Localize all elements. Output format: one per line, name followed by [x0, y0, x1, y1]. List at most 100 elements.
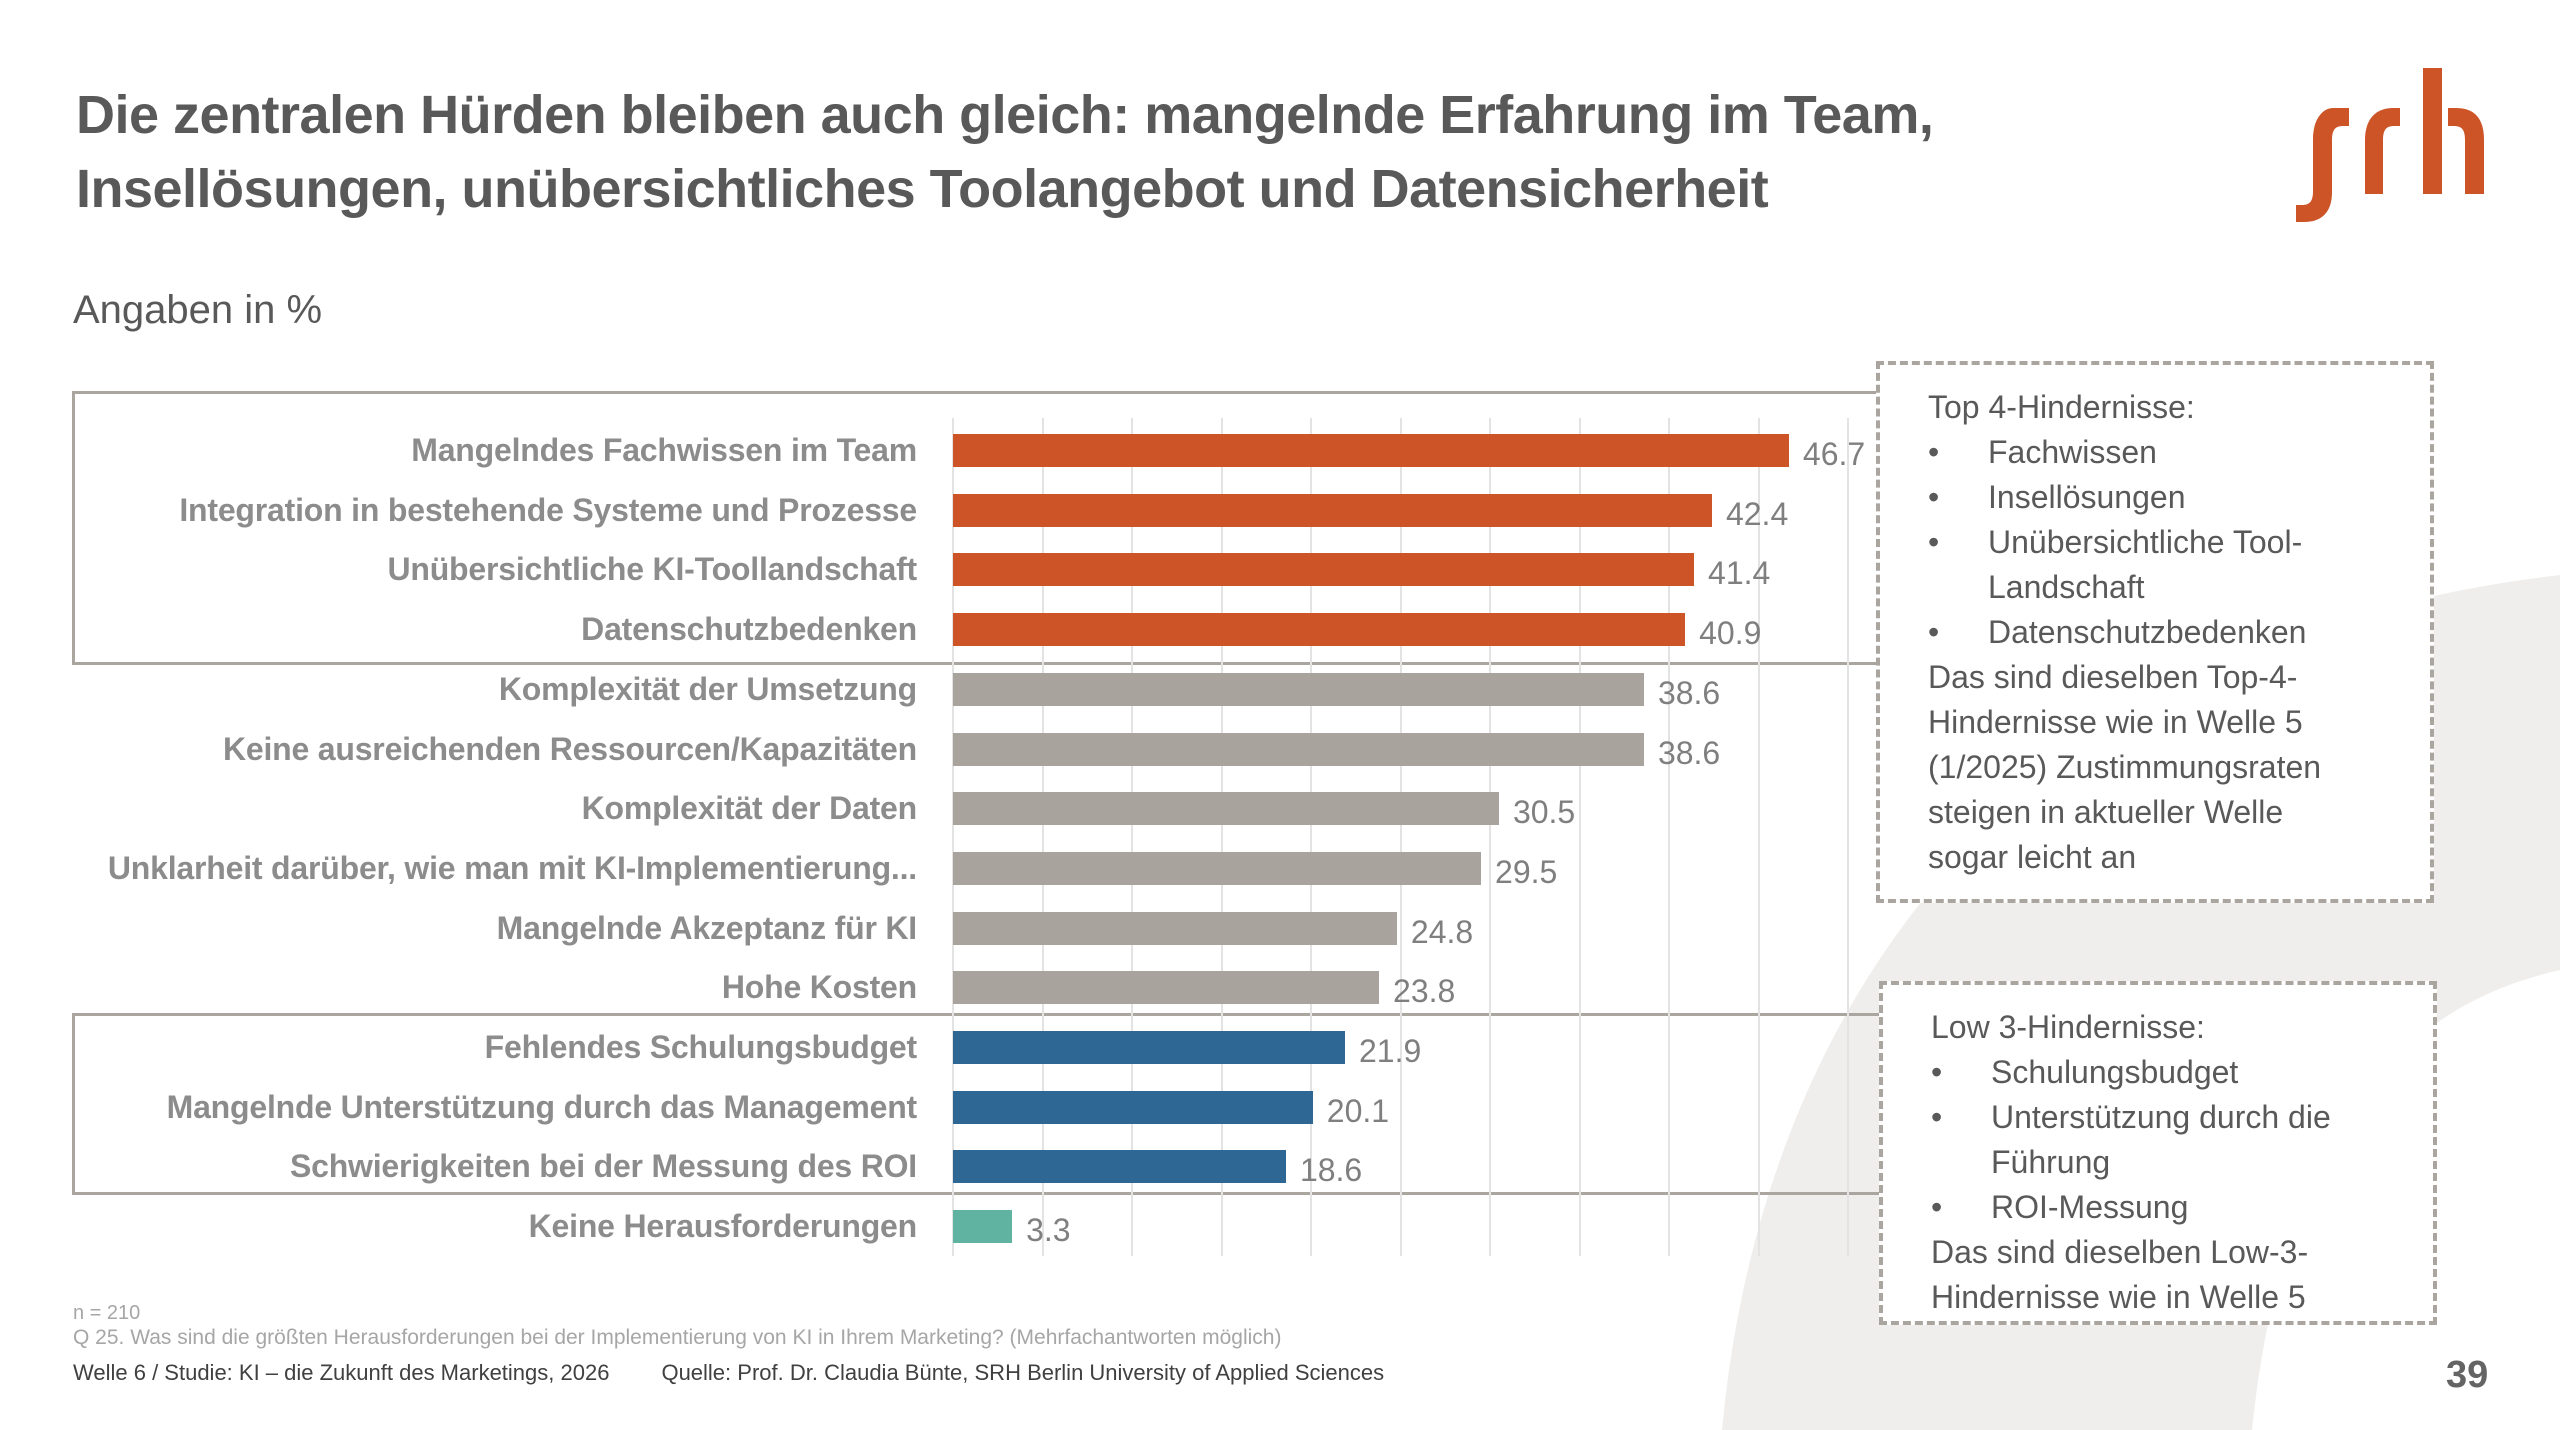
survey-question: Q 25. Was sind die größten Herausforderu…: [73, 1326, 1282, 1349]
bar: [953, 493, 1712, 527]
unit-subtitle: Angaben in %: [73, 288, 323, 332]
value-label: 38.6: [1657, 734, 1721, 771]
category-label: Komplexität der Umsetzung: [498, 670, 917, 707]
note-bullet-item: • Schulungsbudget: [1931, 1050, 2433, 1095]
bar: [953, 911, 1397, 945]
category-label: Mangelnde Unterstützung durch das Manage…: [166, 1088, 918, 1125]
bar: [953, 732, 1644, 766]
category-label: Integration in bestehende Systeme und Pr…: [179, 491, 917, 528]
bar: [953, 1150, 1286, 1184]
note-heading: Low 3-Hindernisse:: [1931, 1009, 2205, 1045]
study-label: Welle 6 / Studie: KI – die Zukunft des M…: [73, 1360, 610, 1385]
category-label: Keine ausreichenden Ressourcen/Kapazität…: [222, 730, 917, 767]
value-label: 29.5: [1495, 853, 1558, 890]
note-text-line: Hindernisse wie in Welle 5: [1931, 1279, 2306, 1315]
note-bullet-item: • Unübersichtliche Tool-: [1928, 520, 2430, 565]
category-label: Datenschutzbedenken: [581, 611, 917, 648]
bullet-text: Landschaft: [1988, 569, 2145, 605]
bar: [953, 1090, 1313, 1124]
bar: [953, 672, 1644, 706]
bar: [953, 1031, 1345, 1064]
category-label: Komplexität der Daten: [581, 790, 918, 827]
bullet-text: Schulungsbudget: [1991, 1054, 2239, 1090]
note-text-line: steigen in aktueller Welle: [1928, 794, 2284, 830]
gridline: [952, 418, 954, 1256]
gridline: [1310, 418, 1312, 1256]
logo-letter-s: [2296, 108, 2349, 222]
bar: [953, 971, 1380, 1005]
gridline: [1489, 418, 1491, 1256]
value-label: 38.6: [1657, 674, 1721, 711]
bullet-icon: •: [1931, 1054, 1943, 1090]
note-bullet-item: • Insellösungen: [1928, 475, 2430, 520]
note-bullet-item: • Fachwissen: [1928, 430, 2430, 475]
value-label: 40.9: [1699, 615, 1762, 652]
bullet-text: ROI-Messung: [1991, 1189, 2189, 1225]
note-bullet-item: Landschaft: [1928, 565, 2430, 610]
bullet-icon: •: [1928, 614, 1940, 650]
gridline: [1399, 418, 1402, 1256]
bullet-icon: •: [1928, 434, 1940, 470]
gridline: [1578, 418, 1581, 1256]
logo-letter-r: [2365, 108, 2400, 194]
gridline: [1131, 418, 1133, 1256]
bullet-icon: •: [1931, 1189, 1943, 1225]
footer-source: Welle 6 / Studie: KI – die Zukunft des M…: [73, 1360, 1436, 1386]
bar: [953, 613, 1686, 647]
bar: [953, 792, 1499, 826]
top-hindrances-note: Top 4-Hindernisse: • Fachwissen • Insellösun…: [1876, 361, 2434, 903]
category-label: Hohe Kosten: [721, 969, 917, 1006]
bullet-text: Unübersichtliche Tool-: [1988, 524, 2303, 560]
note-text-line: Das sind dieselben Top-4-: [1928, 659, 2298, 695]
title-line-2: Insellösungen, unübersichtliches Toolang…: [76, 159, 1769, 219]
value-label: 21.9: [1359, 1033, 1422, 1069]
category-label: Mangelnde Akzeptanz für KI: [496, 909, 918, 946]
note-bullet-item: • ROI-Messung: [1931, 1185, 2433, 1230]
bullet-icon: •: [1928, 524, 1940, 560]
bullet-text: Fachwissen: [1988, 434, 2157, 470]
page-number: 39: [2446, 1354, 2489, 1396]
note-text-line: Das sind dieselben Low-3-: [1931, 1234, 2309, 1270]
value-label: 24.8: [1410, 913, 1474, 950]
gridline: [1220, 418, 1223, 1256]
value-label: 42.4: [1725, 495, 1789, 532]
source-label: Quelle: Prof. Dr. Claudia Bünte, SRH Ber…: [661, 1360, 1385, 1385]
bullet-text: Führung: [1991, 1144, 2111, 1180]
bullet-text: Datenschutzbedenken: [1988, 614, 2307, 650]
sample-size: n = 210: [73, 1302, 141, 1324]
low-group-frame: [72, 1013, 1882, 1195]
bullet-text: Unterstützung durch die: [1991, 1099, 2331, 1135]
logo-letter-h-stem: [2423, 68, 2442, 194]
bullet-icon: [1928, 565, 1988, 610]
value-label: 23.8: [1393, 973, 1456, 1010]
gridline: [1668, 418, 1670, 1256]
bullet-icon: [1931, 1140, 1991, 1185]
category-label: Keine Herausforderungen: [528, 1208, 918, 1245]
value-label: 30.5: [1512, 794, 1576, 831]
note-text-line: (1/2025) Zustimmungsraten: [1928, 749, 2322, 785]
top-group-frame: [72, 391, 1880, 665]
bar: [953, 1210, 1013, 1244]
page-title: Die zentralen Hürden bleiben auch gleich…: [76, 78, 2226, 226]
note-heading: Top 4-Hindernisse:: [1928, 389, 2195, 425]
value-label: 20.1: [1326, 1092, 1390, 1129]
category-label: Mangelndes Fachwissen im Team: [411, 432, 917, 468]
note-text-line: sogar leicht an: [1928, 839, 2137, 875]
srh-logo: [2296, 68, 2484, 222]
bar: [953, 851, 1482, 885]
bullet-icon: •: [1931, 1099, 1943, 1135]
value-label: 18.6: [1299, 1152, 1363, 1189]
note-text-line: Hindernisse wie in Welle 5: [1928, 704, 2303, 740]
note-bullet-item: Führung: [1931, 1140, 2433, 1185]
category-label: Schwierigkeiten bei der Messung des ROI: [289, 1148, 917, 1185]
category-label: Unklarheit darüber, wie man mit KI-Imple…: [107, 849, 917, 886]
gridline: [1757, 418, 1760, 1256]
low-hindrances-note: Low 3-Hindernisse: • Schulungsbudget • Unter…: [1879, 981, 2437, 1325]
value-label: 46.7: [1802, 436, 1866, 472]
gridline: [1847, 418, 1849, 1256]
bar: [953, 434, 1789, 467]
note-bullet-item: • Datenschutzbedenken: [1928, 610, 2430, 655]
bullet-icon: •: [1928, 479, 1940, 515]
category-label: Fehlendes Schulungsbudget: [484, 1029, 918, 1065]
